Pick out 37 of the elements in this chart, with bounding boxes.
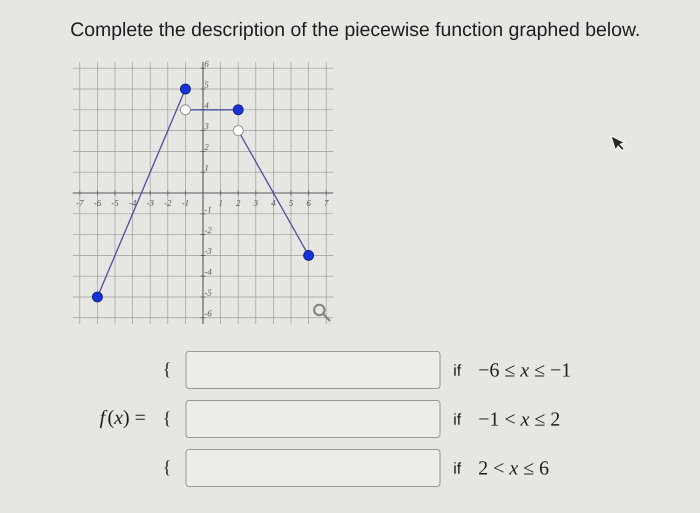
y-tick-label: -3	[204, 248, 212, 254]
x-tick-label: -1	[182, 200, 188, 206]
text: {	[164, 412, 170, 426]
x-tick-label: -6	[94, 200, 102, 206]
text: −1 < x ≤ 2	[479, 412, 560, 426]
x-tick-label: -4	[129, 200, 136, 206]
y-tick-label: -6	[204, 310, 212, 316]
x-tick-label: 2	[236, 200, 240, 206]
x-tick-label: 1	[218, 200, 222, 206]
x-tick-label: 5	[288, 200, 293, 206]
y-tick-label: -2	[204, 227, 212, 234]
x-tick-label: -5	[112, 200, 118, 206]
x-tick-label: 7	[324, 200, 329, 206]
text: if	[454, 364, 462, 376]
y-tick-label: 2	[204, 144, 209, 150]
y-tick-label: -4	[204, 268, 212, 275]
text: if	[454, 462, 462, 474]
text: 2 < x ≤ 6	[479, 461, 548, 475]
y-tick-label: -1	[204, 206, 211, 212]
text: −6 ≤ x ≤ −1	[479, 363, 570, 377]
text: if	[454, 413, 462, 425]
x-tick-label: -3	[146, 200, 154, 206]
y-tick-label: 4	[204, 102, 209, 108]
x-tick-label: -7	[76, 200, 84, 206]
text: {	[164, 460, 170, 476]
x-tick-label: -2	[164, 200, 172, 206]
y-tick-label: 5	[204, 82, 209, 88]
y-tick-label: 1	[204, 164, 208, 171]
x-tick-label: 6	[306, 200, 311, 206]
x-tick-label: 4	[271, 200, 276, 206]
text: {	[164, 362, 170, 378]
y-tick-label: 3	[204, 123, 208, 130]
chart-title: Complete the description of the piecewise function graphed below.	[71, 22, 639, 40]
x-tick-label: 3	[254, 200, 258, 206]
text: f(x) =	[100, 410, 145, 428]
y-tick-label: 6	[204, 60, 209, 67]
y-tick-label: -5	[204, 290, 212, 296]
